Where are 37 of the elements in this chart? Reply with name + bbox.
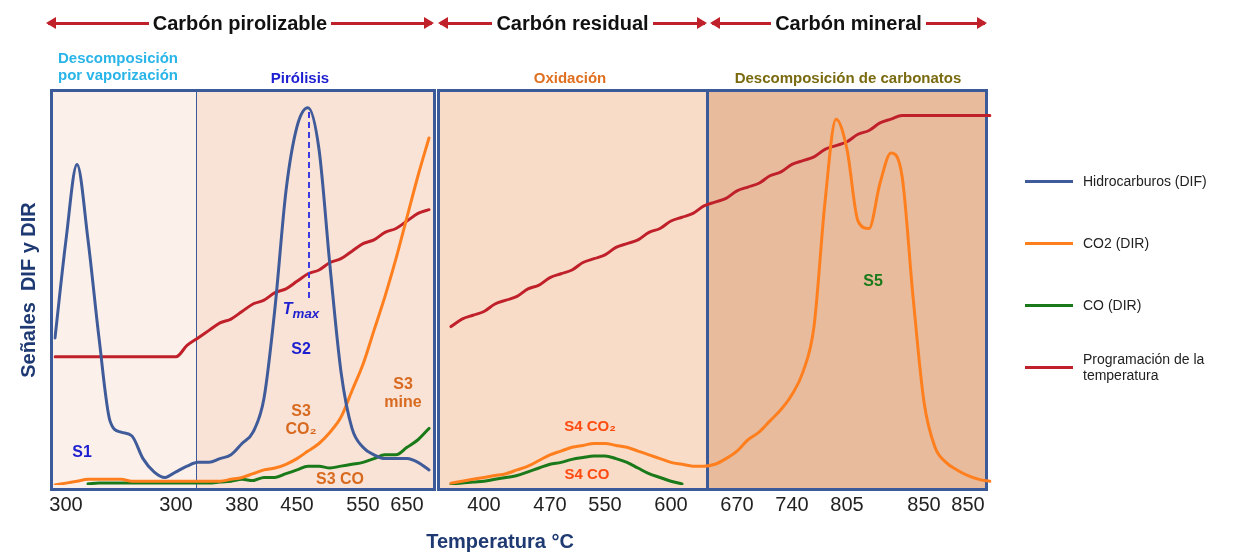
y-axis-title: Señales DIF y DIR: [16, 202, 40, 378]
annotation: S4 CO₂: [564, 417, 616, 435]
x-tick-label: 600: [654, 492, 688, 515]
annotation: S2: [291, 339, 311, 359]
x-tick-label: 380: [225, 492, 259, 515]
annotation: S1: [72, 442, 92, 462]
legend-label: Hidrocarburos (DIF): [1083, 173, 1207, 189]
legend-label: CO2 (DIR): [1083, 235, 1150, 251]
annotation: S5: [863, 271, 883, 291]
annotation: S3 CO₂: [284, 401, 318, 439]
text: Pirólisis: [270, 69, 330, 87]
x-tick-label: 450: [280, 492, 314, 515]
text: Carbón residual: [495, 11, 650, 35]
x-tick-label: 850: [907, 492, 941, 515]
text: Carbón mineral: [774, 11, 923, 35]
annotation: S3 mine: [383, 374, 423, 412]
x-tick-label: 805: [830, 492, 864, 515]
text: Carbón pirolizable: [151, 11, 329, 35]
annotation: S4 CO: [564, 465, 610, 483]
text: Oxidación: [533, 69, 607, 87]
text: Descomposición por vaporización: [57, 48, 179, 84]
legend-label: CO (DIR): [1083, 297, 1142, 313]
x-tick-label: 740: [775, 492, 809, 515]
x-tick-label: 400: [467, 492, 501, 515]
x-tick-label: 850: [951, 492, 985, 515]
legend-label: Programación de la temperatura: [1083, 351, 1206, 383]
x-tick-label: 670: [720, 492, 754, 515]
annotation: T$_{max}$: [282, 300, 320, 322]
text: Descomposición de carbonatos: [734, 69, 962, 87]
x-tick-label: 650: [390, 492, 424, 515]
annotation: S3 CO: [315, 469, 365, 489]
x-axis-title: Temperatura °C: [425, 530, 575, 553]
x-tick-label: 470: [533, 492, 567, 515]
x-tick-label: 550: [588, 492, 622, 515]
x-tick-label: 550: [346, 492, 380, 515]
x-tick-label: 300: [49, 492, 83, 515]
x-tick-label: 300: [159, 492, 193, 515]
